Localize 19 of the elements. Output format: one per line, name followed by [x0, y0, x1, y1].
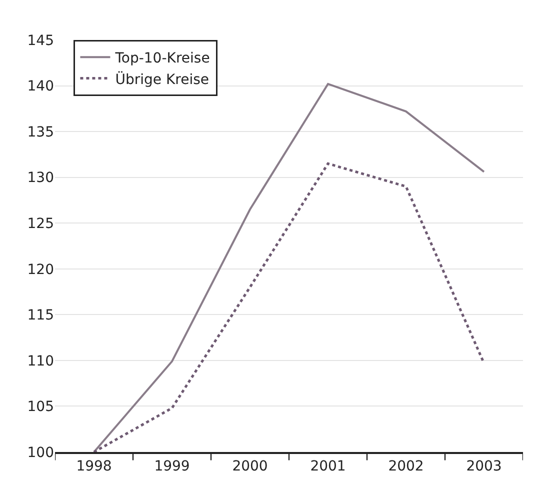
y-tick-label: 130 [27, 170, 54, 186]
line-series [92, 162, 486, 452]
x-tick-label: 1999 [154, 458, 190, 475]
x-tick-label: 2001 [310, 458, 346, 475]
x-tick-label: 1998 [76, 458, 112, 475]
y-tick-label: 135 [27, 124, 54, 140]
y-tick-label: 125 [27, 216, 54, 232]
x-tick-label: 2000 [232, 458, 268, 475]
y-tick-label: 120 [27, 262, 54, 278]
legend-label: Übrige Kreise [115, 70, 209, 88]
legend-label: Top-10-Kreise [114, 50, 210, 67]
y-tick-label: 140 [27, 78, 54, 95]
x-tick-label: 2002 [388, 458, 424, 475]
y-tick-label: 105 [27, 399, 54, 416]
y-tick-label: 115 [27, 308, 54, 324]
y-tick-label: 110 [27, 353, 54, 370]
y-tick-label: 100 [27, 444, 54, 461]
y-tick-label: 145 [27, 32, 54, 49]
x-tick-label: 2003 [466, 458, 502, 475]
